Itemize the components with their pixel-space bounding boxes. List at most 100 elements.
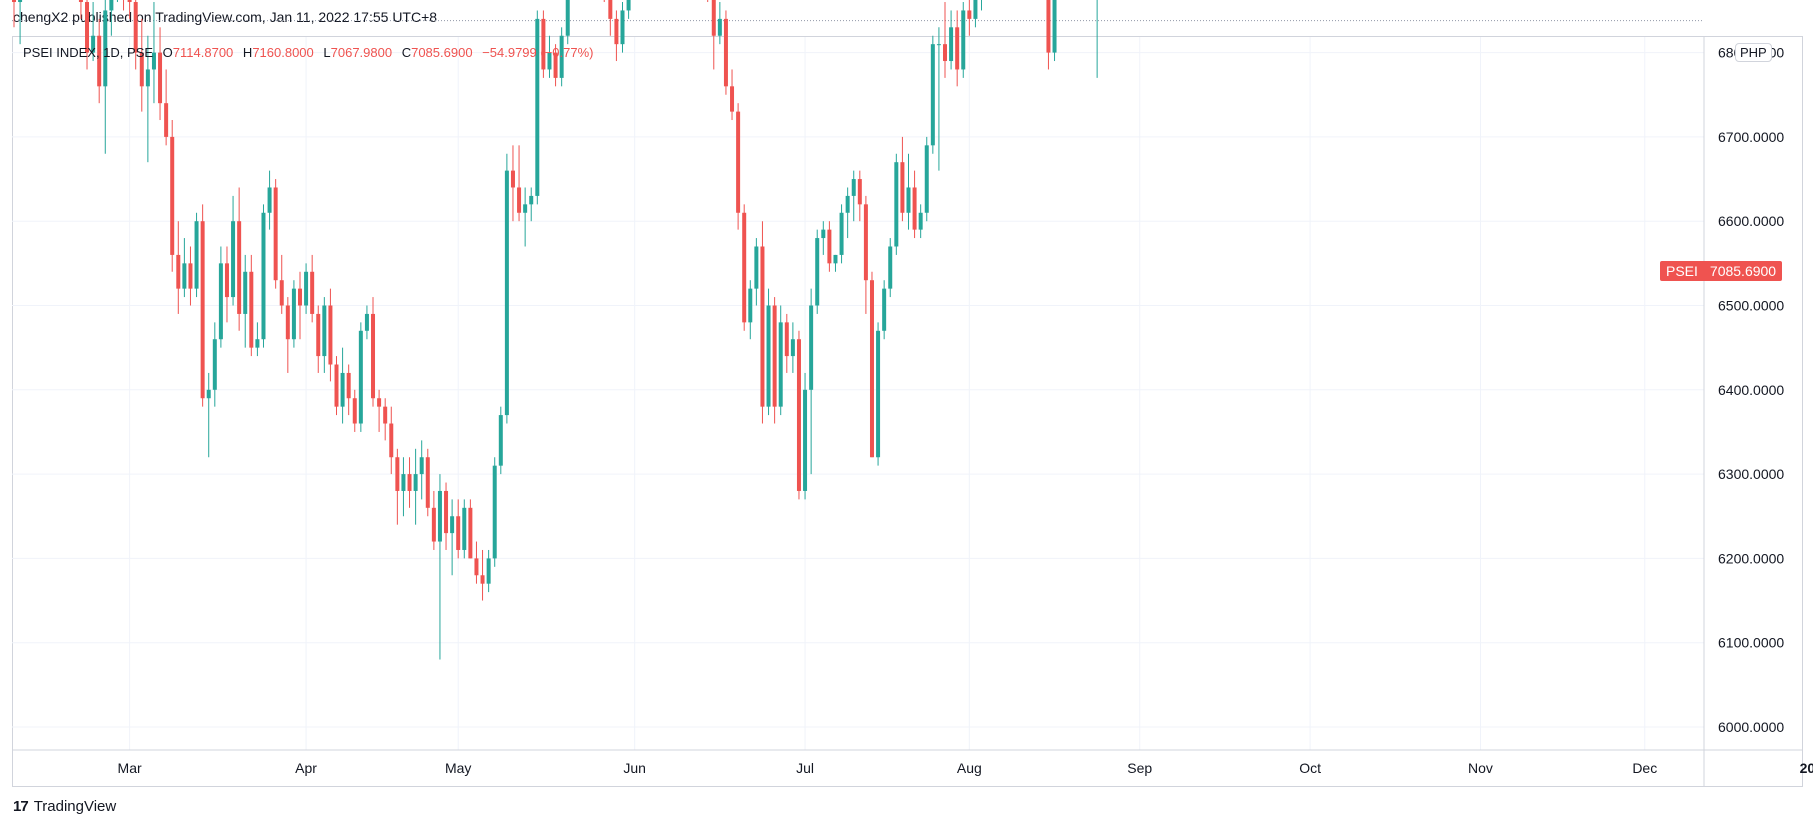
candle-body xyxy=(206,389,211,399)
legend-high-value: 7160.8000 xyxy=(252,45,314,60)
candle-body xyxy=(322,305,327,357)
y-tick-label: 6500.0000 xyxy=(1718,298,1784,314)
candle-body xyxy=(194,221,199,289)
candle-body xyxy=(973,0,978,19)
candle-body xyxy=(943,44,948,62)
x-tick-label: Apr xyxy=(295,760,317,776)
y-tick-label: 6600.0000 xyxy=(1718,213,1784,229)
legend-high-label: H xyxy=(242,45,253,60)
candle-body xyxy=(626,0,631,11)
candle-body xyxy=(261,212,266,340)
candle-body xyxy=(395,457,400,491)
candle-body xyxy=(18,0,23,3)
candle-body xyxy=(249,271,254,348)
candle-body xyxy=(754,246,759,289)
candle-body xyxy=(78,0,83,3)
candle-body xyxy=(273,187,278,281)
candle-body xyxy=(462,507,467,550)
x-tick-label: Oct xyxy=(1299,760,1321,776)
candle-body xyxy=(237,221,242,314)
candle-body xyxy=(486,558,491,584)
legend-change: −54.9799 (−0.77%) xyxy=(482,45,594,60)
legend-low-value: 7067.9800 xyxy=(330,45,393,60)
candle-body xyxy=(364,313,369,331)
candle-body xyxy=(620,10,625,45)
candle-body xyxy=(419,457,424,475)
candle-body xyxy=(839,212,844,255)
candle-body xyxy=(297,288,302,306)
candle-body xyxy=(541,18,546,70)
candle-body xyxy=(91,35,96,53)
tradingview-logo-icon: 17 xyxy=(13,798,29,815)
candle-body xyxy=(383,406,388,424)
candle-body xyxy=(796,339,801,491)
candle-body xyxy=(346,372,351,399)
candle-body xyxy=(255,339,260,348)
candle-body xyxy=(468,507,473,559)
candle-body xyxy=(352,398,357,424)
candle-body xyxy=(151,52,156,70)
candle-body xyxy=(334,364,339,407)
legend-symbol: PSEI INDEX, 1D, PSE xyxy=(23,45,154,60)
candle-body xyxy=(535,18,540,196)
candle-body xyxy=(377,398,382,407)
legend-open-label: O xyxy=(162,45,173,60)
x-tick-label: Jul xyxy=(796,760,814,776)
candle-body xyxy=(608,0,613,19)
candle-body xyxy=(547,52,552,70)
candle-body xyxy=(510,170,515,188)
candle-body xyxy=(930,44,935,146)
legend-close-value: 7085.6900 xyxy=(411,45,473,60)
candle-body xyxy=(504,170,509,416)
last-price-value: 7085.6900 xyxy=(1709,263,1777,279)
candle-body xyxy=(200,221,205,399)
candle-body xyxy=(279,280,284,306)
candle-body xyxy=(133,2,138,53)
candle-body xyxy=(224,263,229,298)
candle-body xyxy=(827,229,832,264)
candle-body xyxy=(888,246,893,289)
candle-body xyxy=(158,52,163,104)
candle-body xyxy=(97,35,102,87)
candle-body xyxy=(803,389,808,491)
candle-body xyxy=(310,271,315,314)
candle-body xyxy=(821,229,826,239)
candle-body xyxy=(170,136,175,255)
candle-body xyxy=(431,507,436,542)
y-tick-label: 6100.0000 xyxy=(1718,635,1784,651)
tradingview-brand[interactable]: 17 TradingView xyxy=(13,798,116,815)
candle-body xyxy=(474,558,479,576)
candle-body xyxy=(736,111,741,213)
candle-body xyxy=(529,195,534,205)
candle-body xyxy=(711,0,716,36)
x-tick-label: Aug xyxy=(957,760,982,776)
published-header: chengX2 published on TradingView.com, Ja… xyxy=(13,9,438,25)
candle-body xyxy=(358,330,363,424)
candle-body xyxy=(145,69,150,87)
candle-body xyxy=(456,516,461,550)
candle-body xyxy=(176,254,181,289)
candle-body xyxy=(1052,0,1057,53)
candle-body xyxy=(304,271,309,306)
candle-body xyxy=(614,18,619,45)
y-tick-label: 6300.0000 xyxy=(1718,466,1784,482)
candle-body xyxy=(955,27,960,70)
candle-body xyxy=(188,263,193,289)
candle-body xyxy=(425,457,430,508)
candle-body xyxy=(967,10,972,19)
candle-body xyxy=(869,280,874,458)
candle-body xyxy=(565,0,570,36)
candle-body xyxy=(340,372,345,407)
candle-body xyxy=(85,2,90,53)
y-tick-label: 6000.0000 xyxy=(1718,719,1784,735)
x-tick-label: Jun xyxy=(623,760,646,776)
candle-body xyxy=(267,187,272,213)
currency-badge[interactable]: PHP xyxy=(1735,43,1772,62)
candle-body xyxy=(748,288,753,323)
last-price-tag: PSEI 7085.6900 xyxy=(1660,261,1783,281)
candle-body xyxy=(139,52,144,87)
candle-body xyxy=(863,204,868,281)
candle-body xyxy=(876,330,881,458)
candle-body xyxy=(285,305,290,340)
